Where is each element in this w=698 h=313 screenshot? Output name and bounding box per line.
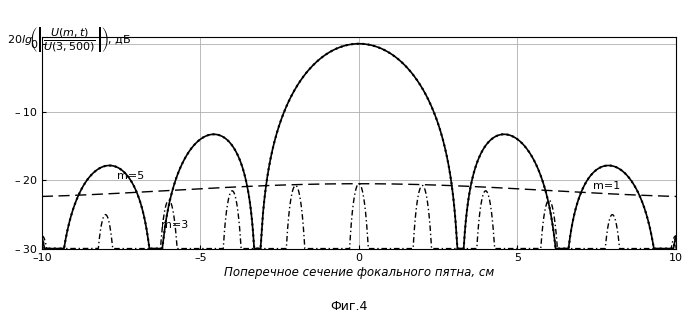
X-axis label: Поперечное сечение фокального пятна, см: Поперечное сечение фокального пятна, см	[224, 266, 494, 279]
Text: m=5: m=5	[117, 171, 144, 181]
Text: $20lg\!\left(\!\left|\dfrac{U(m,t)}{U(3,500)}\right|\!\right)\!,\,\mathbf{\text{: $20lg\!\left(\!\left|\dfrac{U(m,t)}{U(3,…	[7, 25, 131, 54]
Text: m=3: m=3	[161, 220, 188, 230]
Text: Фиг.4: Фиг.4	[330, 300, 368, 313]
Text: m=1: m=1	[593, 181, 620, 191]
